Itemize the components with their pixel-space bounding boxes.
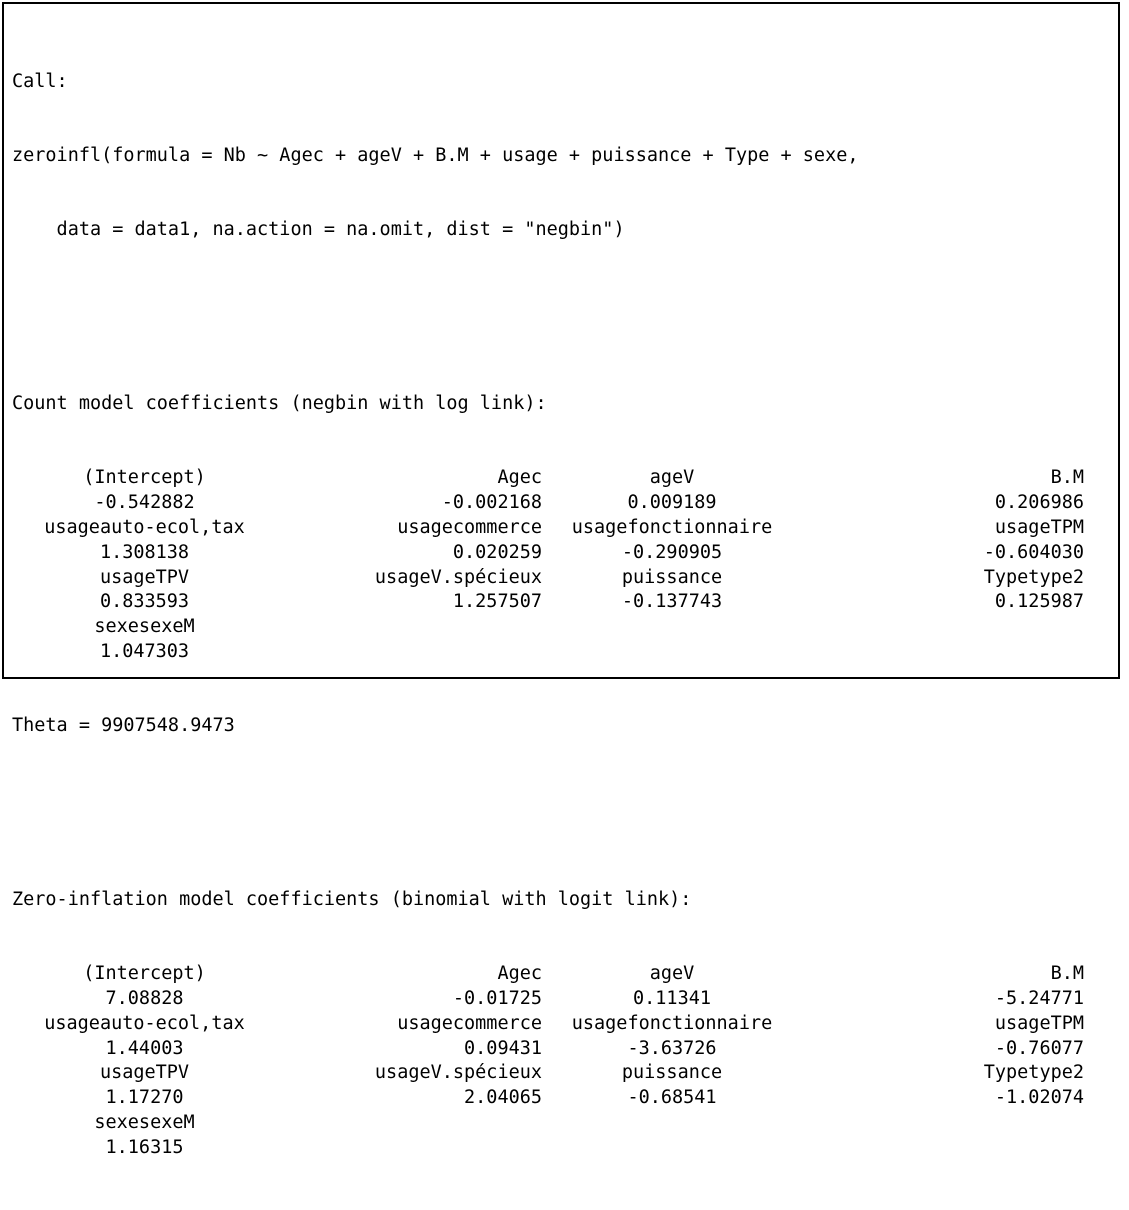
coef-value: 0.125987: [994, 591, 1084, 613]
blank-line: [12, 293, 1084, 318]
coef-value: 0.11341: [633, 988, 711, 1010]
coef-name: (Intercept): [83, 963, 206, 985]
coef-value: -5.24771: [994, 988, 1084, 1010]
coef-name: usagecommerce: [397, 1012, 542, 1034]
coef-name-row: usageauto-ecol,tax usagecommerce usagefonc…: [12, 1012, 1084, 1037]
coef-name: B.M: [1050, 467, 1084, 489]
coef-name: usageV.spécieux: [374, 566, 542, 588]
coef-name: usagefonctionnaire: [571, 516, 773, 538]
coef-value-row: 7.08828 -0.01725 0.11341 -5.24771: [12, 987, 1084, 1012]
coef-value: -3.63726: [627, 1037, 717, 1059]
coef-value-row: 1.308138 0.020259 -0.290905 -0.604030: [12, 541, 1084, 566]
coef-value: 1.308138: [99, 541, 190, 563]
coef-name-row: sexesexeM: [12, 615, 1084, 640]
coef-value: -0.01725: [452, 988, 542, 1010]
coef-name: usageTPM: [994, 1012, 1084, 1034]
coef-name: ageV: [649, 963, 695, 985]
theta-line: Theta = 9907548.9473: [12, 715, 235, 737]
r-output-text: Call: zeroinfl(formula = Nb ~ Agec + age…: [12, 20, 1084, 1210]
coef-name: Typetype2: [983, 566, 1084, 588]
coef-value-row: 1.44003 0.09431 -3.63726 -0.76077: [12, 1037, 1084, 1062]
coef-value: 1.44003: [105, 1037, 184, 1059]
coef-value: 0.206986: [994, 492, 1084, 514]
blank-line: [12, 789, 1084, 814]
coef-name: usageTPM: [994, 516, 1084, 538]
coef-value: 1.257507: [452, 591, 542, 613]
coef-name-row: usageauto-ecol,tax usagecommerce usagefonc…: [12, 516, 1084, 541]
coef-value: 0.09431: [464, 1037, 542, 1059]
coef-name: (Intercept): [83, 467, 206, 489]
coef-value-row: 1.047303: [12, 640, 1084, 665]
coef-name: usageauto-ecol,tax: [44, 516, 245, 538]
coef-value: -0.604030: [983, 541, 1084, 563]
coef-value: 1.17270: [105, 1087, 184, 1109]
call-args-line: data = data1, na.action = na.omit, dist …: [12, 219, 625, 241]
coef-value: 7.08828: [105, 988, 184, 1010]
coef-value: -0.137743: [621, 591, 723, 613]
coef-name: usagefonctionnaire: [571, 1012, 773, 1034]
coef-name: Typetype2: [983, 1062, 1084, 1084]
coef-name-row: (Intercept) Agec ageV B.M: [12, 962, 1084, 987]
coef-name: usagecommerce: [397, 516, 542, 538]
call-formula-line: zeroinfl(formula = Nb ~ Agec + ageV + B.…: [12, 144, 859, 166]
coef-name: Agec: [497, 963, 542, 985]
zero-inflation-heading: Zero-inflation model coefficients (binom…: [12, 888, 692, 910]
console-output-panel: Call: zeroinfl(formula = Nb ~ Agec + age…: [2, 2, 1120, 1158]
coef-name: puissance: [621, 1062, 723, 1084]
coef-value-row: -0.542882 -0.002168 0.009189 0.206986: [12, 491, 1084, 516]
coef-value: 1.047303: [99, 640, 190, 662]
coef-name: sexesexeM: [94, 616, 195, 638]
coef-name: usageTPV: [99, 566, 190, 588]
coef-name: usageV.spécieux: [374, 1062, 542, 1084]
coef-value-row: 0.833593 1.257507 -0.137743 0.125987: [12, 590, 1084, 615]
coef-name: B.M: [1050, 963, 1084, 985]
coef-value: -0.290905: [621, 541, 723, 563]
coef-value: -1.02074: [994, 1087, 1084, 1109]
count-coefficients-table: (Intercept) Agec ageV B.M -0.542882 -0.002168…: [12, 466, 1084, 664]
coef-name-row: (Intercept) Agec ageV B.M: [12, 466, 1084, 491]
coef-name: usageauto-ecol,tax: [44, 1012, 245, 1034]
coef-name: usageTPV: [99, 1062, 190, 1084]
coef-value: -0.542882: [94, 492, 195, 514]
coef-value: 2.04065: [464, 1087, 542, 1109]
coef-value: -0.76077: [994, 1037, 1084, 1059]
coef-value-row: 1.17270 2.04065 -0.68541 -1.02074: [12, 1086, 1084, 1111]
coef-value: -0.68541: [627, 1087, 717, 1109]
coef-name: ageV: [649, 467, 695, 489]
coef-name: Agec: [497, 467, 542, 489]
call-label: Call:: [12, 70, 68, 92]
coef-value: -0.002168: [441, 492, 542, 514]
coef-name: sexesexeM: [94, 1112, 195, 1134]
coef-name: puissance: [621, 566, 723, 588]
coef-name-row: sexesexeM: [12, 1111, 1084, 1136]
coef-value: 1.16315: [105, 1136, 184, 1158]
count-model-heading: Count model coefficients (negbin with lo…: [12, 392, 547, 414]
zero-inflation-coefficients-table: (Intercept) Agec ageV B.M 7.08828 -0.01725 0.1…: [12, 962, 1084, 1160]
coef-name-row: usageTPV usageV.spécieux puissance Typetype…: [12, 566, 1084, 591]
coef-value: 0.009189: [627, 492, 717, 514]
coef-name-row: usageTPV usageV.spécieux puissance Typetype…: [12, 1061, 1084, 1086]
coef-value: 0.020259: [452, 541, 542, 563]
coef-value-row: 1.16315: [12, 1136, 1084, 1161]
coef-value: 0.833593: [99, 591, 190, 613]
